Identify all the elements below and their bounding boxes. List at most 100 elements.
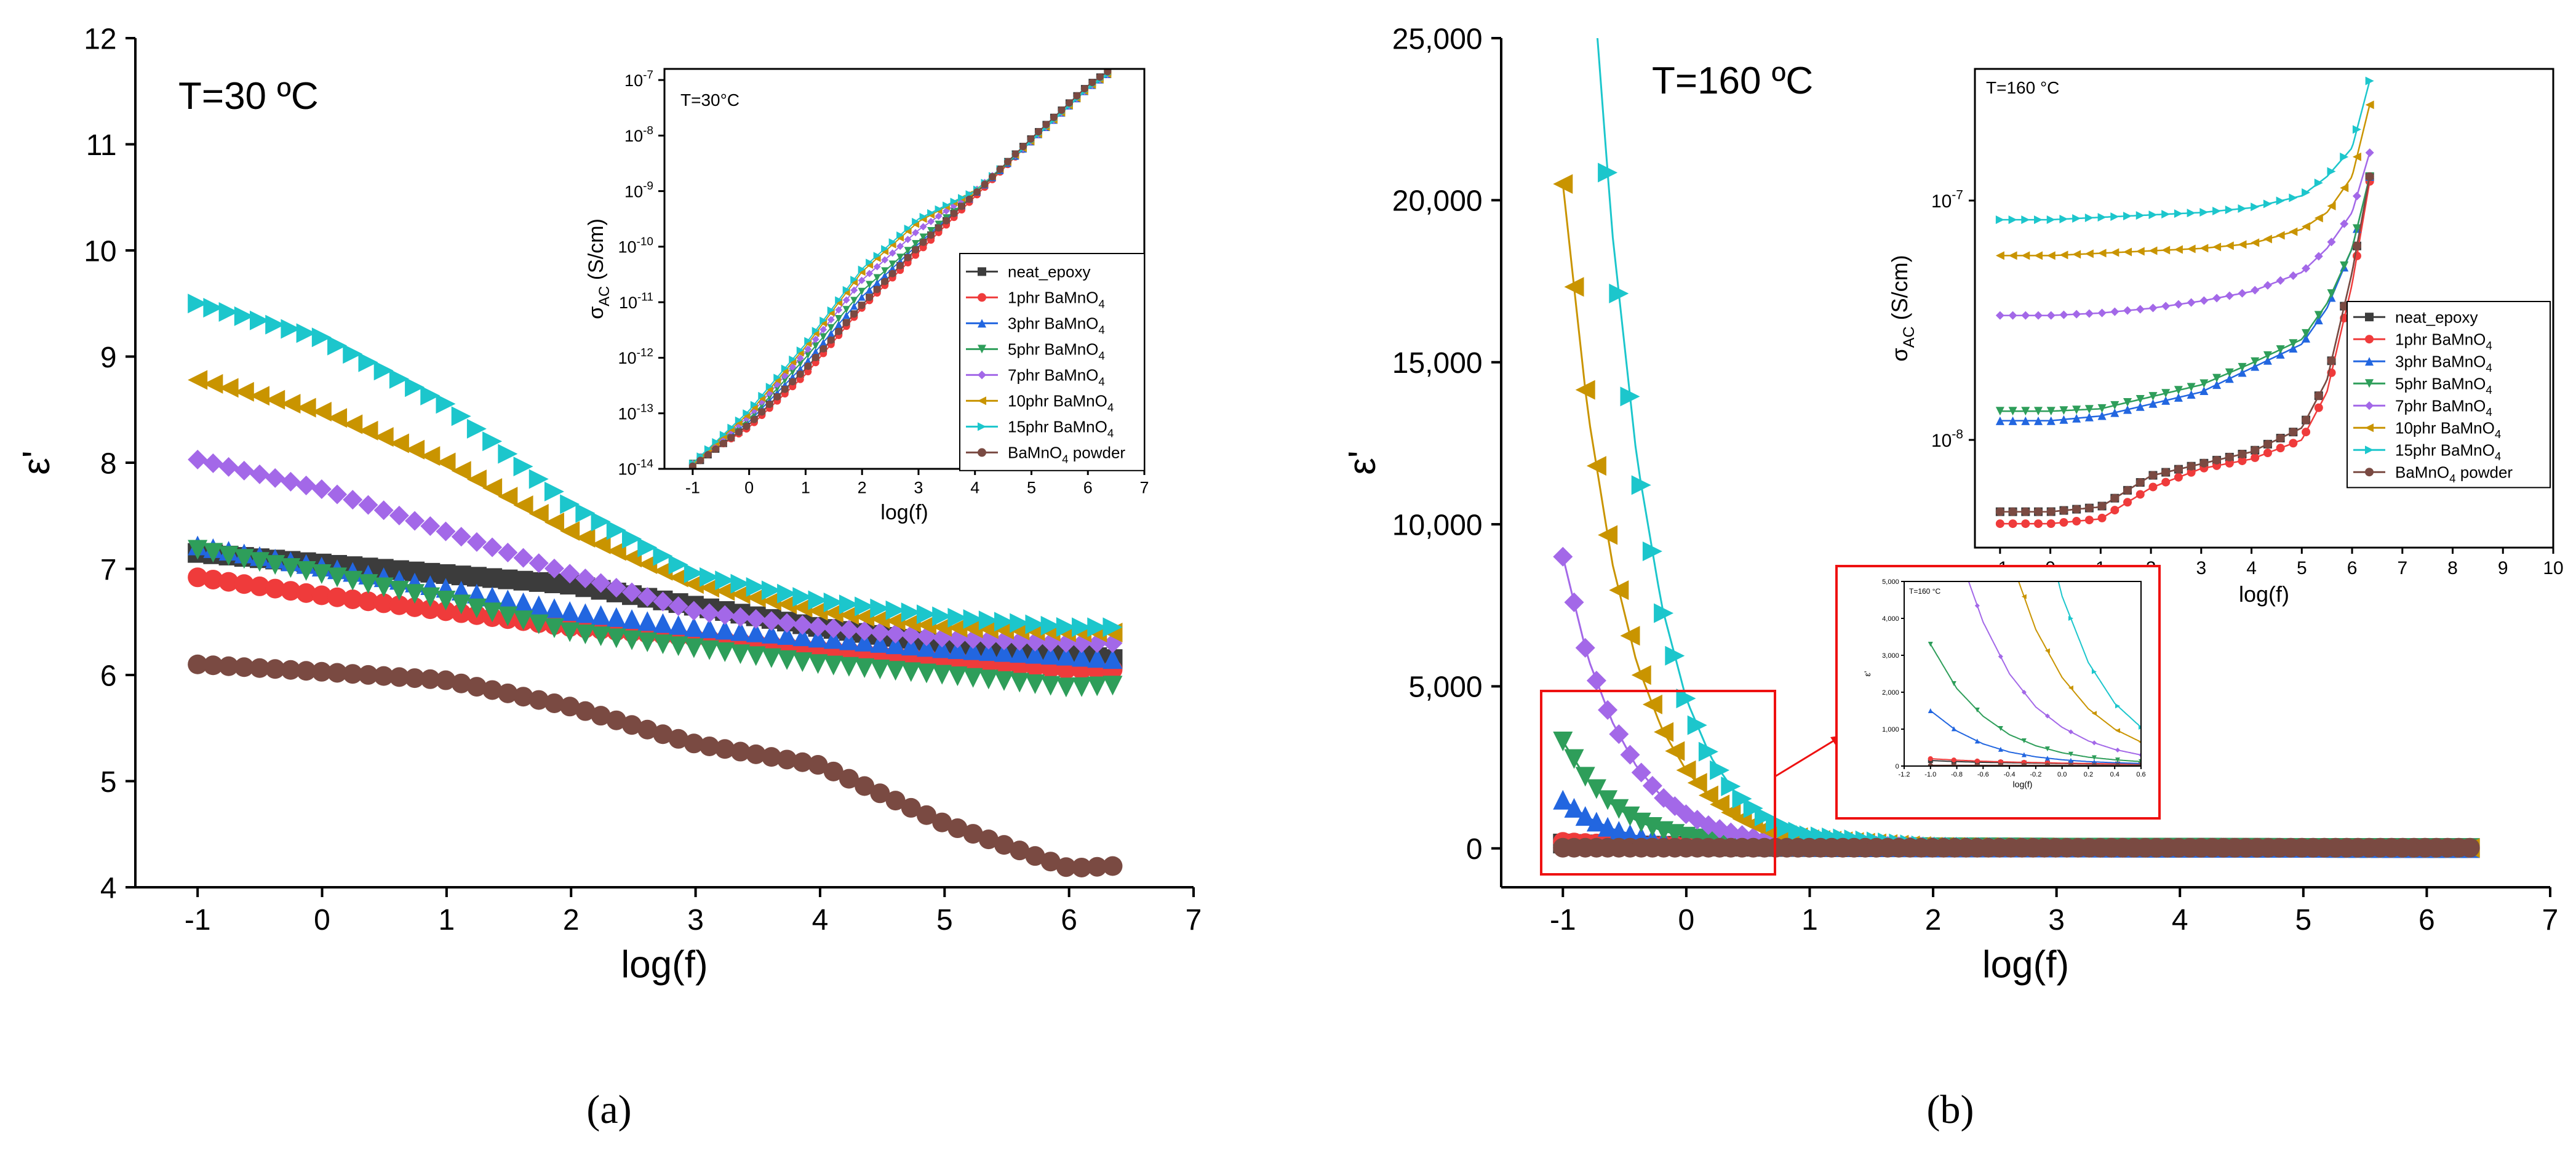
a-inset-point	[858, 293, 866, 301]
b-main-point	[1575, 806, 1595, 826]
a-main-point	[343, 414, 363, 434]
a-main-point	[188, 654, 208, 674]
b-inset-point	[2276, 231, 2285, 240]
b-inset-point	[2084, 405, 2094, 414]
a-inset-legend-box	[959, 253, 1145, 471]
b-main-x-tick-label: 2	[1925, 904, 1942, 936]
b-main-point	[1553, 174, 1573, 194]
b-main-y-axis-label: ε'	[1341, 450, 1384, 474]
b-main-y-tick-label: 0	[1466, 833, 1483, 866]
a-main-point	[963, 618, 983, 639]
b-main-point	[1609, 284, 1629, 304]
a-main-point	[916, 637, 936, 657]
a-inset-point	[866, 286, 874, 293]
b-zoom-x-tick-label: 0.2	[2084, 771, 2093, 778]
a-inset-point	[773, 376, 781, 384]
a-main-point	[250, 386, 270, 406]
b-inset-point	[2021, 507, 2030, 516]
b-inset-point	[2084, 503, 2094, 513]
a-inset-point	[804, 345, 812, 353]
b-zoom-point	[1928, 7, 1933, 12]
a-main-point	[1010, 673, 1030, 693]
a-inset-point	[765, 383, 773, 391]
b-inset-point	[2135, 402, 2145, 411]
a-main-point	[792, 652, 813, 673]
a-main-point	[684, 563, 704, 583]
b-inset-point	[2212, 206, 2222, 215]
b-zoom-point	[2068, 762, 2073, 766]
a-main-point	[839, 605, 859, 625]
a-inset-point	[858, 265, 866, 273]
b-main-point	[1676, 689, 1696, 709]
a-main-point	[498, 589, 518, 610]
b-main-point	[1710, 760, 1730, 780]
b-inset-series-3	[1995, 172, 2374, 416]
a-inset-point	[842, 289, 850, 297]
a-main-point	[870, 598, 890, 618]
a-main-point	[405, 511, 425, 531]
b-inset-point	[2034, 416, 2043, 425]
a-inset-point	[842, 311, 850, 319]
b-inset-y-tick-label: 10-7	[1931, 188, 1963, 212]
b-inset-point	[2161, 396, 2171, 405]
b-inset-point	[2148, 471, 2158, 480]
a-main-point	[963, 640, 983, 660]
b-zoom-y-tick-label: 3,000	[1882, 652, 1899, 660]
a-inset-point	[896, 242, 904, 250]
b-inset-point	[2187, 209, 2196, 218]
b-inset-point	[2097, 411, 2107, 420]
b-zoom-point	[1974, 738, 1980, 744]
a-main-point	[436, 394, 456, 414]
a-main-point	[373, 593, 394, 613]
b-inset-point	[2238, 204, 2247, 214]
a-main-point	[855, 621, 875, 641]
a-main-point	[311, 479, 332, 499]
b-inset-point	[2314, 391, 2323, 401]
a-main-point	[498, 487, 518, 507]
a-inset-point	[888, 260, 896, 268]
a-main-point	[1103, 649, 1123, 669]
a-main-point	[916, 604, 936, 625]
b-inset-x-tick-label: 4	[2246, 558, 2257, 578]
a-main-point	[575, 701, 596, 721]
a-main-point	[730, 584, 751, 604]
a-main-point	[358, 591, 378, 612]
b-inset-point	[2238, 362, 2247, 372]
a-inset-point	[750, 404, 758, 412]
a-main-x-axis-label: log(f)	[621, 943, 708, 986]
b-main-x-tick-label: 3	[2048, 904, 2065, 936]
a-inset-point	[750, 415, 758, 423]
a-main-point	[855, 607, 875, 627]
a-main-y-tick-label: 6	[100, 660, 117, 692]
a-main-point	[947, 639, 968, 660]
b-inset-point	[2314, 178, 2323, 188]
a-main-point	[700, 567, 720, 587]
a-inset-legend-label: 1phr BaMnO4	[1008, 289, 1105, 311]
b-zoom-point	[2091, 740, 2097, 746]
a-main-point	[978, 669, 999, 690]
b-inset-legend-marker	[2365, 445, 2374, 455]
b-zoom-point	[2044, 648, 2050, 653]
b-inset-point	[2110, 401, 2119, 410]
a-inset-legend-label: neat_epoxy	[1008, 263, 1090, 281]
a-main-point	[777, 613, 797, 633]
a-main-point	[575, 503, 596, 523]
a-inset-point	[804, 351, 812, 359]
a-main-point	[218, 656, 239, 676]
a-main-point	[1025, 614, 1045, 634]
a-main-point	[203, 543, 223, 563]
a-inset-point	[1034, 128, 1042, 136]
a-main-point	[389, 433, 409, 453]
b-main-y-tick-label: 20,000	[1392, 185, 1483, 218]
b-inset-x-tick-label: 7	[2397, 558, 2407, 578]
b-zoom-point	[2068, 685, 2073, 690]
b-inset-point	[2289, 193, 2298, 202]
b-main-annotation: T=160 ºC	[1652, 60, 1813, 102]
a-main-x-tick-label: 6	[1061, 904, 1077, 936]
b-zoom-point	[2044, 746, 2050, 752]
a-inset-legend-marker	[978, 293, 986, 302]
a-main-point	[761, 648, 781, 668]
b-inset-point	[2276, 349, 2285, 359]
a-main-point	[389, 369, 409, 389]
a-main-point	[668, 596, 688, 617]
